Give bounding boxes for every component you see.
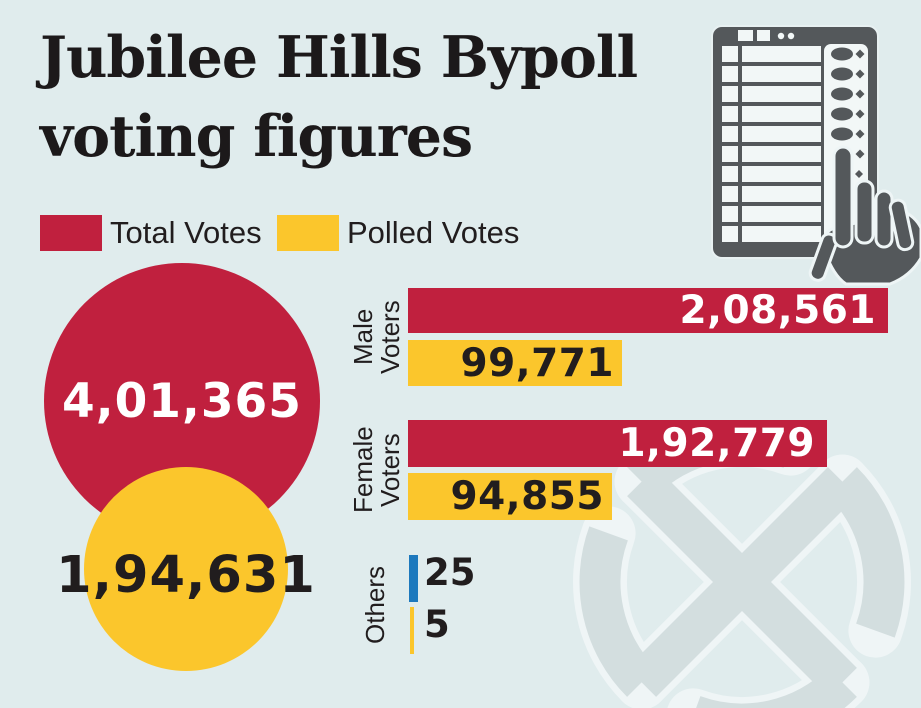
page-title-line1: Jubilee Hills Bypoll [40, 24, 638, 91]
polled-votes-swatch [277, 214, 339, 251]
bar-value-label: 5 [424, 603, 450, 646]
category-label-female-voters: Female Voters [348, 426, 405, 514]
category-label-male-voters: Male Voters [348, 300, 405, 374]
bar-others-polled-votes [410, 607, 414, 654]
bar-others-total-votes [409, 555, 418, 602]
page-title: Jubilee Hills Bypoll voting figures [40, 18, 740, 176]
legend-label: Polled Votes [347, 214, 520, 250]
watermark-pinwheel-icon [573, 420, 911, 708]
bar-value-label: 94,855 [450, 474, 604, 519]
bar-value-label: 2,08,561 [679, 288, 876, 333]
total-votes-swatch [40, 214, 102, 251]
bar-female-polled-votes: 94,855 [408, 473, 612, 520]
bar-male-polled-votes: 99,771 [408, 340, 622, 386]
total-votes-value: 4,01,365 [62, 373, 302, 429]
legend-item-total-votes: Total Votes [40, 214, 262, 251]
legend-label: Total Votes [110, 214, 262, 250]
evm-machine-illustration [711, 25, 921, 286]
polled-votes-circle [84, 467, 288, 671]
bar-female-total-votes: 1,92,779 [408, 420, 827, 467]
pressing-hand-icon [808, 145, 921, 286]
bar-male-total-votes: 2,08,561 [408, 288, 888, 333]
bar-value-label: 1,92,779 [618, 421, 815, 466]
category-label-others: Others [360, 565, 390, 645]
polled-votes-value: 1,94,631 [56, 546, 316, 605]
legend-item-polled-votes: Polled Votes [277, 214, 519, 251]
page-title-line2: voting figures [40, 103, 473, 170]
bar-value-label: 99,771 [460, 340, 614, 386]
bar-value-label: 25 [424, 551, 476, 594]
